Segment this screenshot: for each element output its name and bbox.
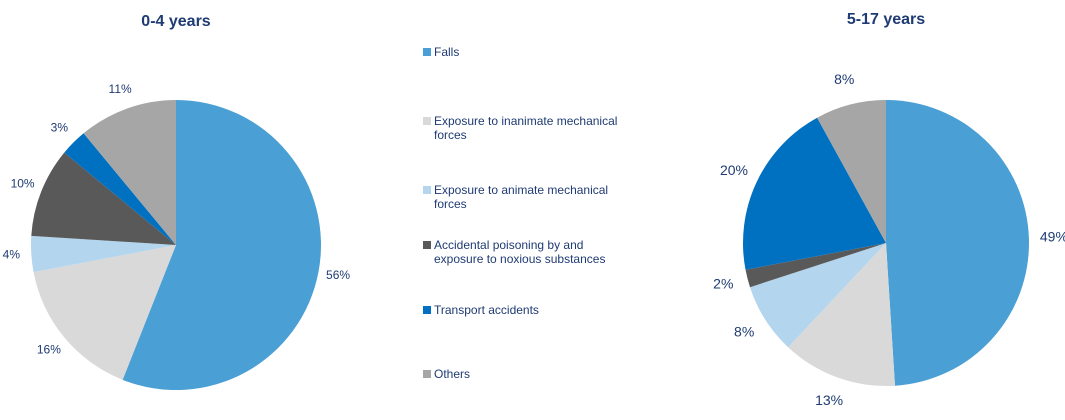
legend-swatch bbox=[423, 117, 431, 125]
pie-slice bbox=[31, 235, 177, 273]
data-label: 3% bbox=[51, 120, 69, 134]
legend-item: Exposure to animate mechanical forces bbox=[423, 183, 623, 211]
legend-label: Exposure to inanimate mechanical forces bbox=[434, 114, 618, 142]
legend-item: Exposure to inanimate mechanical forces bbox=[423, 114, 623, 142]
pie-slice bbox=[742, 117, 886, 270]
data-label: 2% bbox=[713, 275, 733, 291]
legend-swatch bbox=[423, 370, 431, 378]
pie-slice bbox=[788, 243, 895, 386]
data-label: 49% bbox=[1040, 228, 1065, 244]
pie-slice bbox=[749, 243, 886, 348]
data-label: 4% bbox=[3, 248, 21, 262]
data-label: 8% bbox=[734, 324, 754, 340]
legend-swatch bbox=[423, 306, 431, 314]
data-label: 56% bbox=[326, 268, 350, 282]
data-label: 20% bbox=[720, 162, 748, 178]
data-label: 13% bbox=[815, 392, 843, 408]
chart-title: 0-4 years bbox=[141, 13, 210, 30]
legend-label: Accidental poisoning by and exposure to … bbox=[434, 238, 606, 266]
legend-item: Accidental poisoning by and exposure to … bbox=[423, 238, 623, 266]
legend-label: Transport accidents bbox=[434, 303, 539, 317]
legend-item: Transport accidents bbox=[423, 303, 623, 317]
pie-slice bbox=[64, 133, 176, 245]
pie-slice bbox=[745, 243, 886, 288]
pie-slice bbox=[31, 152, 176, 245]
legend-label: Falls bbox=[434, 45, 460, 59]
legend-swatch bbox=[423, 186, 431, 194]
pie-slice bbox=[83, 100, 176, 245]
pie-slice bbox=[817, 100, 886, 243]
legend-swatch bbox=[423, 241, 431, 249]
data-label: 8% bbox=[834, 71, 854, 87]
pie-slice bbox=[122, 100, 321, 390]
pie-slice bbox=[886, 100, 1029, 386]
legend-swatch bbox=[423, 48, 431, 56]
legend-item: Falls bbox=[423, 45, 623, 59]
legend-label: Others bbox=[434, 367, 471, 381]
data-label: 10% bbox=[11, 176, 35, 190]
chart-title: 5-17 years bbox=[847, 11, 925, 28]
legend-item: Others bbox=[423, 367, 623, 381]
data-label: 11% bbox=[109, 82, 132, 96]
legend-label: Exposure to animate mechanical forces bbox=[434, 183, 609, 211]
pie-slice bbox=[33, 245, 177, 380]
data-label: 16% bbox=[37, 342, 61, 356]
